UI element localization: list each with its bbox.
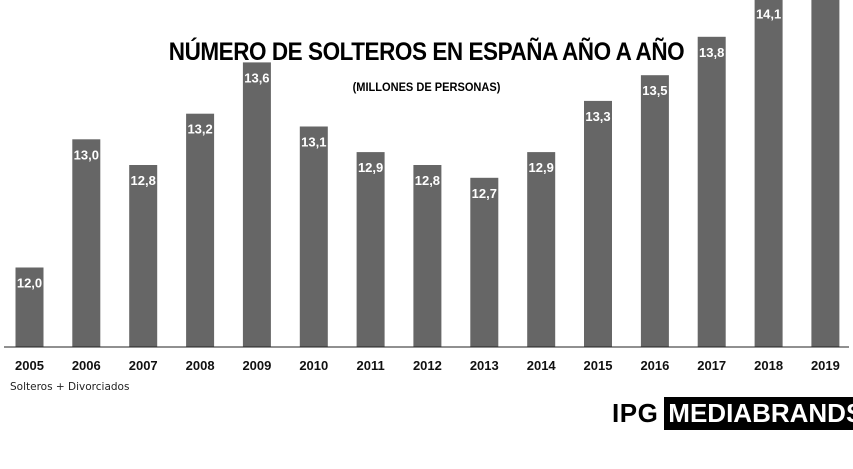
bar-2012	[413, 165, 442, 347]
bar-chart: 12,0 13,0 12,8 13,2 13,6 13,1 12,9 12,8 12,7 12,9…	[4, 0, 849, 373]
bars-group: 12,0 13,0 12,8 13,2 13,6 13,1 12,9 12,8 12,7 12,9…	[15, 0, 840, 348]
logo-ipg-text: IPG	[612, 397, 659, 428]
bar-2005	[15, 267, 44, 347]
x-tick-label-2015: 2015	[584, 358, 613, 373]
bar-2015	[584, 100, 612, 348]
data-label-2015: 13,3	[585, 109, 610, 124]
x-tick-label-2018: 2018	[754, 358, 783, 373]
x-tick-label-2016: 2016	[640, 358, 669, 373]
bar-2017	[697, 36, 726, 348]
x-tick-label-2011: 2011	[356, 358, 384, 373]
x-tick-label-2009: 2009	[242, 358, 271, 373]
bar-2010	[299, 126, 328, 347]
x-tick-label-2006: 2006	[72, 358, 101, 373]
data-label-2018: 14,1	[756, 6, 781, 21]
data-label-2008: 13,2	[187, 122, 212, 137]
bar-2018	[754, 0, 783, 348]
bar-2019	[811, 0, 840, 348]
data-label-2009: 13,6	[244, 70, 269, 85]
x-tick-label-2014: 2014	[527, 358, 557, 373]
data-label-2007: 12,8	[131, 173, 156, 188]
data-label-2016: 13,5	[642, 83, 667, 98]
logo-mediabrands-text: MEDIABRANDS	[664, 396, 853, 430]
x-tick-label-2007: 2007	[129, 358, 158, 373]
data-label-2012: 12,8	[415, 173, 440, 188]
brand-logo: IPG MEDIABRANDS	[612, 396, 853, 430]
x-tick-label-2017: 2017	[697, 358, 726, 373]
x-tick-label-2012: 2012	[413, 358, 442, 373]
x-tick-labels: 2005 2006 2007 2008 2009 2010 2011 2012 2013 2014…	[15, 358, 840, 373]
x-tick-label-2010: 2010	[299, 358, 328, 373]
x-tick-label-2013: 2013	[470, 358, 499, 373]
data-label-2005: 12,0	[17, 276, 42, 291]
bar-2016	[640, 75, 669, 347]
bar-2008	[186, 113, 215, 347]
x-tick-label-2005: 2005	[15, 358, 44, 373]
footnote: Solteros + Divorciados	[10, 381, 130, 393]
bar-2006	[72, 139, 101, 347]
bar-2007	[129, 165, 158, 347]
chart-subtitle: (MILLONES DE PERSONAS)	[352, 80, 501, 94]
x-tick-label-2019: 2019	[811, 358, 840, 373]
data-label-2011: 12,9	[358, 160, 383, 175]
bar-2009	[242, 62, 271, 348]
data-label-2006: 13,0	[74, 147, 99, 162]
data-label-2014: 12,9	[529, 160, 554, 175]
x-tick-label-2008: 2008	[186, 358, 215, 373]
bar-2013	[470, 177, 499, 347]
data-label-2010: 13,1	[301, 135, 326, 150]
bar-2014	[527, 152, 556, 347]
bar-2011	[356, 152, 385, 347]
data-label-2013: 12,7	[472, 186, 497, 201]
chart-title: NÚMERO DE SOLTEROS EN ESPAÑA AÑO A AÑO	[168, 38, 685, 66]
data-label-2017: 13,8	[699, 45, 724, 60]
